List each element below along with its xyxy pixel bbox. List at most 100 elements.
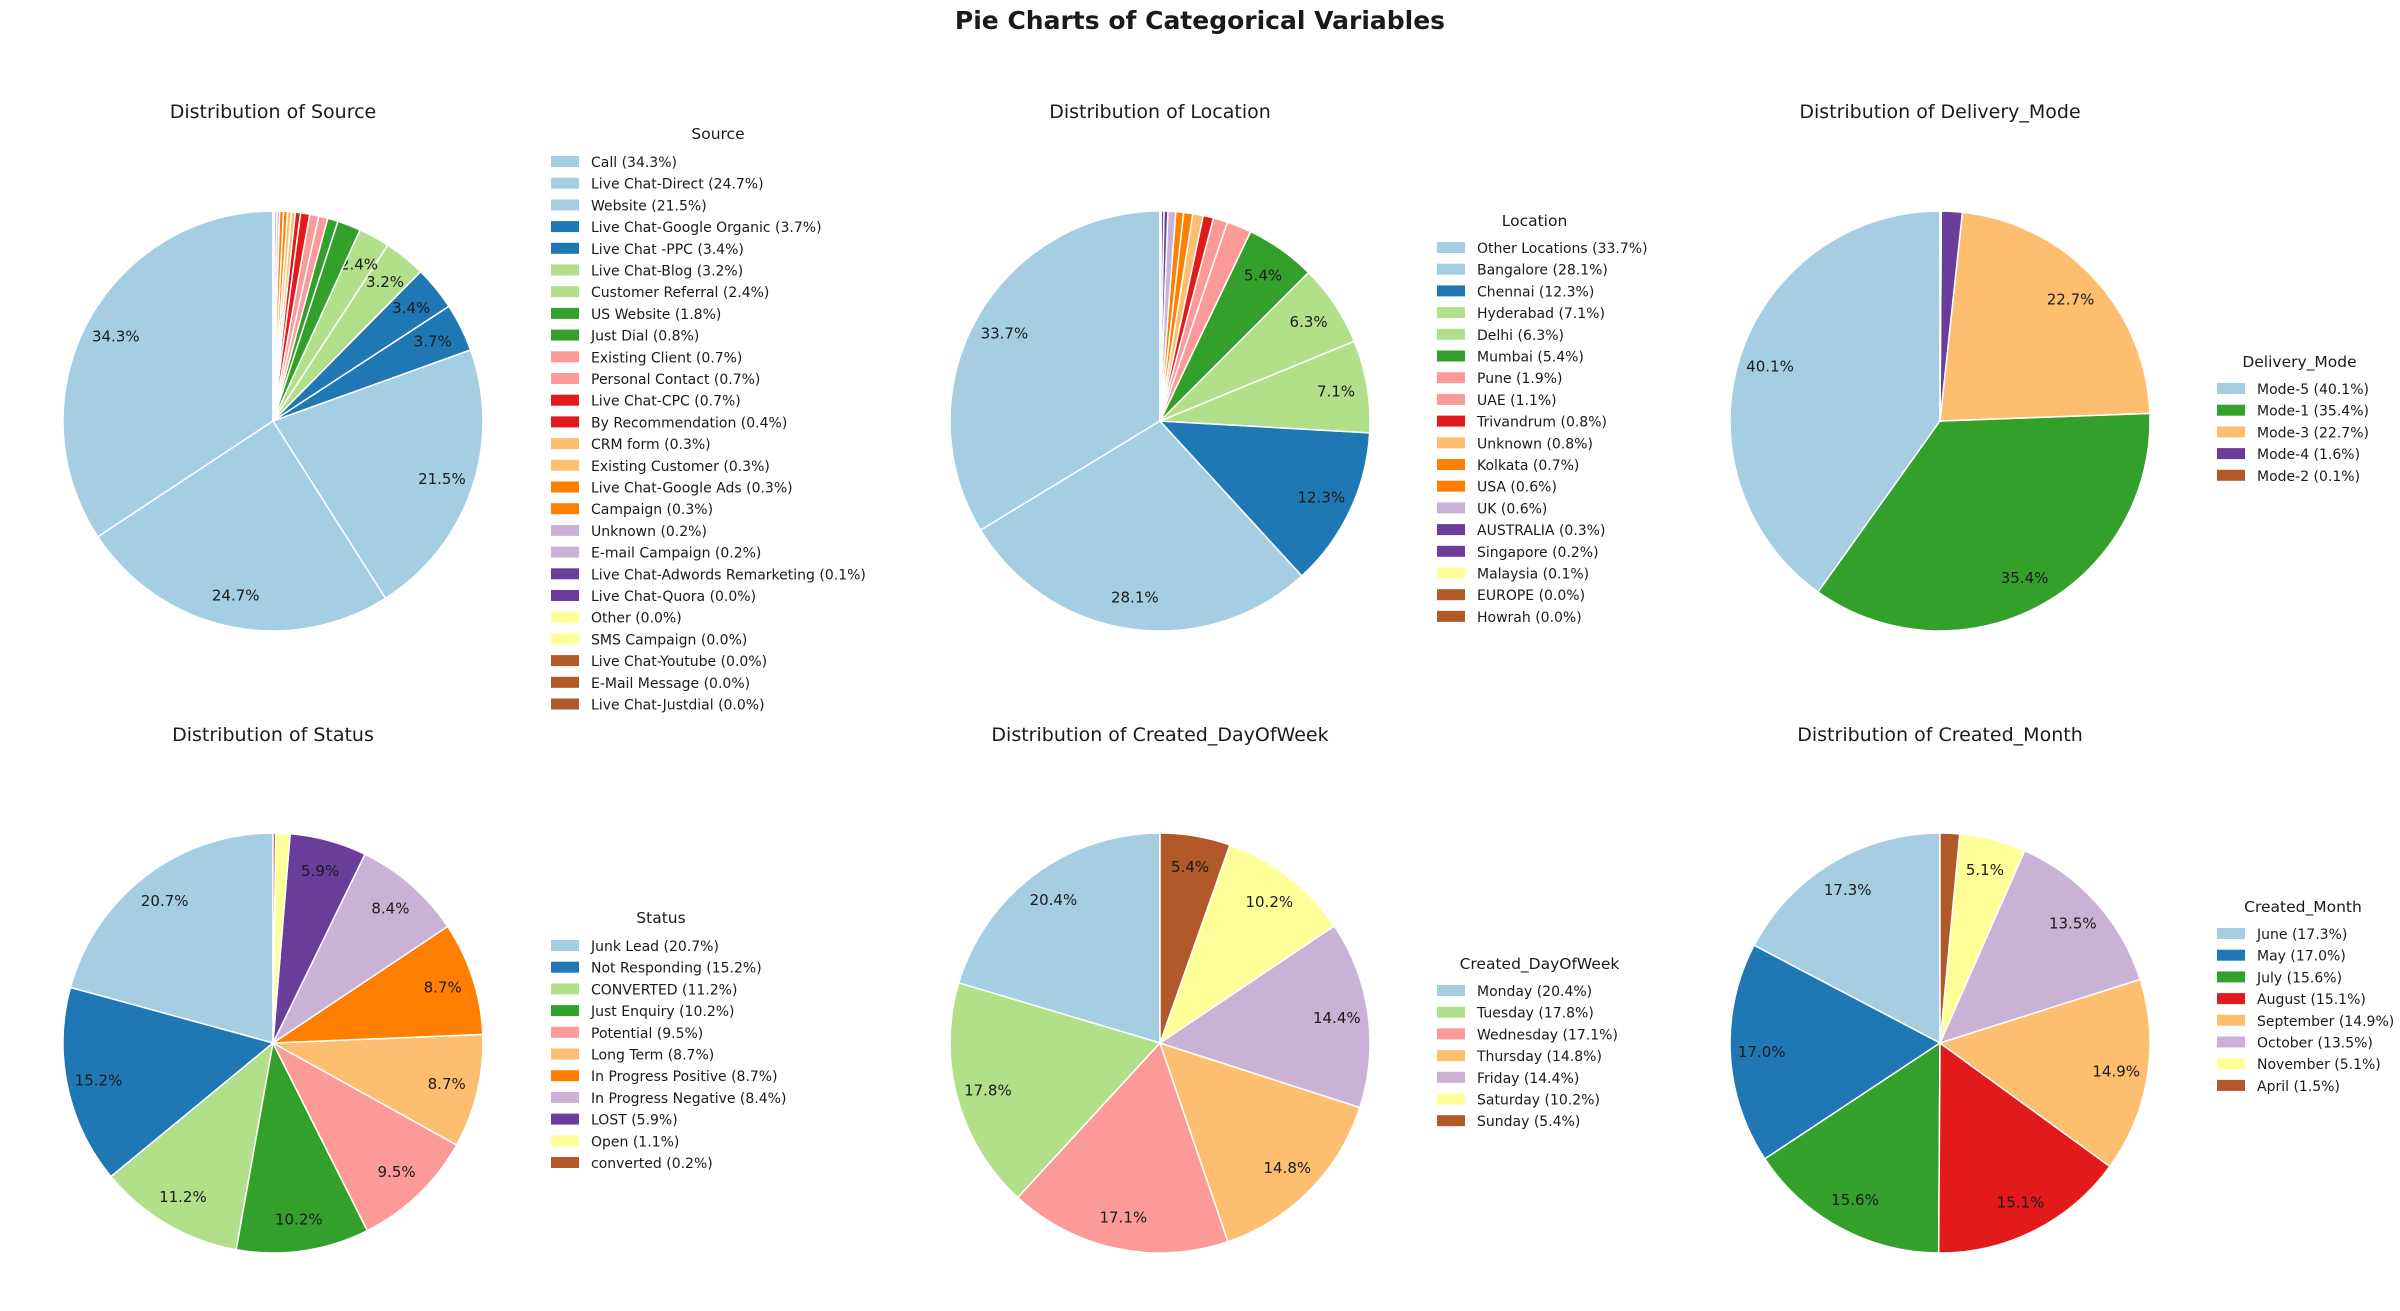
- legend-swatch: [551, 264, 579, 276]
- slice-percent-label: 5.9%: [301, 862, 339, 880]
- legend-entry: Live Chat-CPC (0.7%): [591, 394, 741, 410]
- figure-title: Pie Charts of Categorical Variables: [954, 6, 1446, 35]
- legend-swatch: [1437, 328, 1465, 340]
- legend-swatch: [551, 676, 579, 688]
- legend-entry: Junk Lead (20.7%): [590, 939, 719, 955]
- legend-entry: Other (0.0%): [591, 611, 682, 627]
- legend-swatch: [551, 633, 579, 645]
- legend-swatch: [1437, 285, 1465, 297]
- pie-slice: [979, 420, 1303, 632]
- legend-entry: November (5.1%): [2257, 1057, 2381, 1073]
- legend-entry: Kolkata (0.7%): [1477, 458, 1579, 474]
- legend-entry: Pune (1.9%): [1477, 371, 1563, 387]
- legend-entry: USA (0.6%): [1477, 480, 1557, 496]
- legend-swatch: [551, 655, 579, 667]
- slice-percent-label: 5.4%: [1244, 266, 1282, 284]
- legend-entry: Hyderabad (7.1%): [1477, 306, 1605, 322]
- legend-entry: Live Chat-Google Ads (0.3%): [591, 481, 793, 497]
- pie-slice: [1729, 210, 1941, 594]
- legend-entry: Mode-4 (1.6%): [2257, 447, 2360, 463]
- legend: Source Call (34.3%) Live Chat-Direct (24.7…: [551, 125, 866, 714]
- slice-percent-label: 20.4%: [1030, 891, 1078, 909]
- chart-title: Distribution of Location: [1049, 101, 1271, 123]
- legend-entry: Other Locations (33.7%): [1477, 241, 1648, 257]
- legend-entry: Mode-5 (40.1%): [2257, 382, 2369, 398]
- legend-swatch: [1437, 610, 1465, 622]
- legend-swatch: [551, 698, 579, 710]
- pie-slice: [69, 832, 274, 1044]
- legend-entry: In Progress Negative (8.4%): [591, 1091, 786, 1107]
- slice-percent-label: 3.7%: [414, 333, 452, 351]
- pie-slice: [96, 419, 387, 632]
- pie-chart-3: Distribution of Delivery_Mode 40.1% 35.4% 2…: [1729, 101, 2369, 632]
- pie-slice: [1753, 832, 1941, 1045]
- legend-entry: AUSTRALIA (0.3%): [1477, 523, 1605, 539]
- legend-swatch: [1437, 589, 1465, 601]
- legend-entry: Sunday (5.4%): [1477, 1114, 1580, 1130]
- legend-entry: Malaysia (0.1%): [1477, 567, 1589, 583]
- legend-swatch: [551, 438, 579, 450]
- pie-chart-2: Distribution of Location 33.7% 28.1% 12.3% 7…: [949, 101, 1648, 632]
- legend-title: Delivery_Mode: [2242, 353, 2356, 372]
- legend-swatch: [1437, 1050, 1465, 1062]
- legend-swatch: [551, 983, 579, 995]
- pie-slice: [1763, 1041, 1941, 1254]
- legend-entry: April (1.5%): [2257, 1079, 2340, 1095]
- legend-entry: Live Chat-Google Organic (3.7%): [591, 220, 822, 236]
- legend-entry: Campaign (0.3%): [591, 502, 713, 518]
- legend-entry: Friday (14.4%): [1477, 1071, 1579, 1087]
- legend-swatch: [551, 221, 579, 233]
- pie-slice: [949, 981, 1162, 1199]
- legend-swatch: [551, 286, 579, 298]
- legend-entry: Live Chat-Youtube (0.0%): [591, 654, 767, 670]
- pie-slice: [1729, 944, 1942, 1160]
- slice-percent-label: 10.2%: [1245, 893, 1293, 911]
- legend-entry: Chennai (12.3%): [1477, 284, 1594, 300]
- legend-swatch: [551, 611, 579, 623]
- legend-entry: Live Chat-Quora (0.0%): [591, 589, 756, 605]
- legend-entry: Mumbai (5.4%): [1477, 350, 1584, 366]
- legend-swatch: [551, 503, 579, 515]
- legend-swatch: [1437, 1071, 1465, 1083]
- slice-percent-label: 15.1%: [1997, 1193, 2045, 1211]
- legend-swatch: [551, 590, 579, 601]
- legend-swatch: [2217, 404, 2245, 416]
- slice-percent-label: 12.3%: [1297, 489, 1345, 507]
- slice-percent-label: 14.8%: [1263, 1159, 1311, 1177]
- legend-entry: SMS Campaign (0.0%): [591, 632, 747, 648]
- chart-title: Distribution of Source: [170, 101, 377, 123]
- pie-slice: [1158, 843, 1336, 1045]
- legend-swatch: [2217, 928, 2245, 939]
- legend-entry: Howrah (0.0%): [1477, 610, 1582, 626]
- legend-swatch: [2217, 448, 2245, 460]
- legend-swatch: [2217, 1036, 2245, 1048]
- slice-percent-label: 14.4%: [1313, 1009, 1361, 1027]
- pie-slice: [270, 1033, 484, 1146]
- slice-percent-label: 17.0%: [1738, 1043, 1786, 1061]
- legend-swatch: [551, 524, 579, 536]
- legend-entry: Unknown (0.8%): [1477, 436, 1593, 452]
- legend-entry: Personal Contact (0.7%): [591, 372, 760, 388]
- pie-slice: [1158, 1041, 1361, 1243]
- pie-chart-6: Distribution of Created_Month 17.3% 17.0% 1…: [1729, 724, 2394, 1254]
- pie-slice: [270, 925, 484, 1044]
- legend-entry: Just Dial (0.8%): [590, 329, 699, 345]
- legend-entry: Live Chat-Justdial (0.0%): [591, 698, 765, 714]
- legend-swatch: [551, 1070, 579, 1082]
- pie-slice: [62, 986, 275, 1178]
- legend-swatch: [2217, 971, 2245, 983]
- legend-title: Location: [1502, 212, 1568, 230]
- legend-entry: Saturday (10.2%): [1477, 1093, 1600, 1109]
- slice-percent-label: 34.3%: [92, 328, 140, 346]
- legend-title: Source: [691, 125, 744, 143]
- legend-swatch: [551, 156, 579, 167]
- legend-swatch: [1437, 1093, 1465, 1105]
- legend-swatch: [1437, 350, 1465, 362]
- legend-swatch: [2217, 469, 2245, 481]
- legend-entry: Delhi (6.3%): [1477, 328, 1564, 344]
- legend-swatch: [551, 1113, 579, 1125]
- pie-slice: [1937, 1041, 2111, 1254]
- legend-entry: Potential (9.5%): [591, 1026, 703, 1042]
- legend-swatch: [1437, 263, 1465, 275]
